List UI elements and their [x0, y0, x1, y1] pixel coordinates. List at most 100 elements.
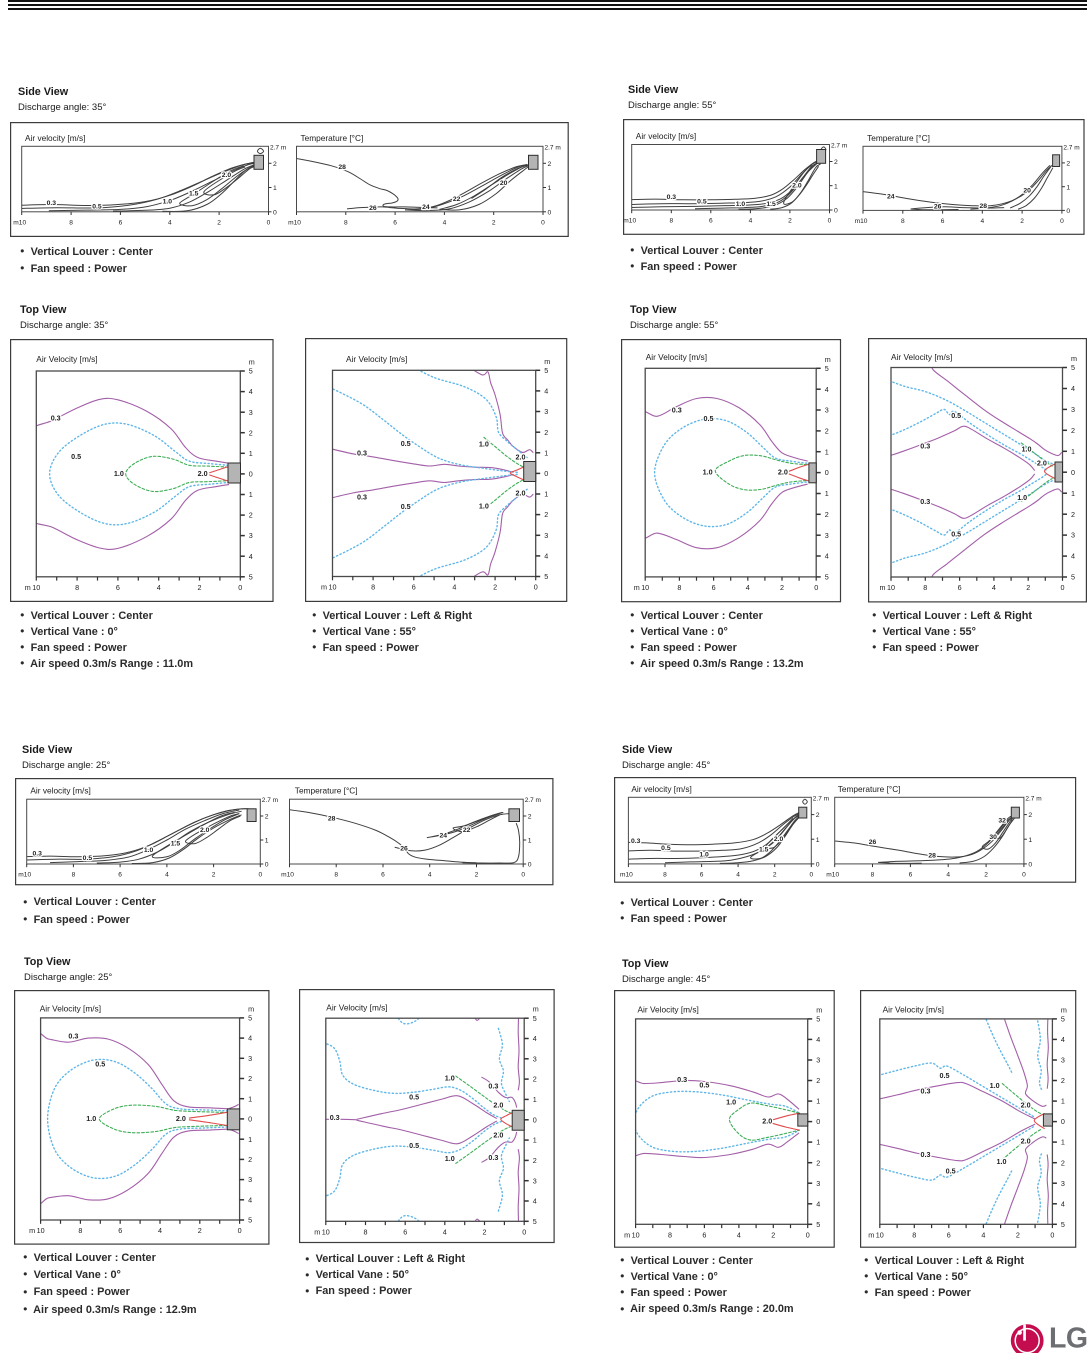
svg-text:1.0: 1.0	[736, 201, 746, 208]
svg-text:1.0: 1.0	[726, 1097, 736, 1106]
svg-text:4: 4	[1061, 1199, 1065, 1208]
svg-text:4: 4	[167, 219, 171, 226]
svg-text:2: 2	[1016, 1230, 1020, 1239]
svg-text:2: 2	[528, 813, 532, 820]
svg-text:4: 4	[980, 218, 984, 225]
svg-text:26: 26	[868, 839, 876, 846]
svg-text:4: 4	[249, 387, 253, 396]
svg-text:2: 2	[482, 1227, 486, 1236]
svg-text:5: 5	[1071, 573, 1075, 582]
svg-text:22: 22	[463, 827, 471, 834]
svg-text:32: 32	[998, 818, 1006, 825]
svg-text:2: 2	[532, 1074, 536, 1083]
svg-text:5: 5	[1071, 363, 1075, 372]
svg-text:8: 8	[371, 583, 375, 592]
svg-text:0.5: 0.5	[95, 1059, 105, 1068]
svg-text:5: 5	[544, 572, 548, 581]
svg-text:1.0: 1.0	[479, 502, 489, 511]
svg-text:1: 1	[825, 489, 829, 498]
svg-text:0.5: 0.5	[401, 502, 411, 511]
svg-text:2: 2	[1071, 510, 1075, 519]
svg-text:2: 2	[249, 511, 253, 520]
svg-text:0: 0	[805, 1230, 809, 1239]
svg-text:0.3: 0.3	[488, 1081, 498, 1090]
svg-text:4: 4	[165, 871, 169, 878]
svg-text:1: 1	[1061, 1137, 1065, 1146]
svg-text:2: 2	[1020, 218, 1024, 225]
svg-text:8: 8	[363, 1227, 367, 1236]
svg-text:2.7 m: 2.7 m	[270, 144, 286, 151]
svg-text:2: 2	[198, 583, 202, 592]
svg-text:8: 8	[334, 871, 338, 878]
svg-text:Temperature [°C]: Temperature [°C]	[867, 132, 930, 142]
svg-text:4: 4	[746, 583, 750, 592]
svg-text:0.3: 0.3	[921, 1086, 931, 1095]
svg-text:4: 4	[532, 1196, 536, 1205]
svg-text:2.7 m: 2.7 m	[544, 144, 560, 151]
svg-text:24: 24	[439, 832, 447, 839]
svg-text:10: 10	[641, 583, 649, 592]
svg-text:3: 3	[825, 406, 829, 415]
svg-text:1.0: 1.0	[444, 1154, 454, 1163]
svg-text:2: 2	[273, 161, 277, 168]
svg-text:2: 2	[1061, 1076, 1065, 1085]
svg-text:2: 2	[772, 872, 776, 879]
svg-text:2.0: 2.0	[176, 1114, 186, 1123]
svg-text:2.0: 2.0	[516, 452, 526, 461]
svg-text:Air Velocity [m/s]: Air Velocity [m/s]	[891, 352, 952, 362]
svg-text:1: 1	[1061, 1096, 1065, 1105]
svg-text:8: 8	[663, 872, 667, 879]
svg-text:22: 22	[452, 195, 460, 202]
svg-text:Air velocity [m/s]: Air velocity [m/s]	[25, 132, 85, 142]
svg-text:m10: m10	[281, 871, 294, 878]
svg-text:5: 5	[532, 1014, 536, 1023]
svg-text:0.5: 0.5	[704, 414, 714, 423]
svg-text:0.3: 0.3	[677, 1075, 687, 1084]
svg-text:1: 1	[248, 1134, 252, 1143]
svg-text:2.0: 2.0	[778, 468, 788, 477]
svg-text:0: 0	[265, 861, 269, 868]
svg-text:2: 2	[1071, 426, 1075, 435]
svg-text:4: 4	[442, 219, 446, 226]
svg-text:1.0: 1.0	[997, 1157, 1007, 1166]
svg-text:2.0: 2.0	[1021, 1100, 1031, 1109]
svg-text:1: 1	[1071, 489, 1075, 498]
svg-text:6: 6	[947, 1230, 951, 1239]
svg-text:0: 0	[522, 1227, 526, 1236]
svg-text:3: 3	[544, 531, 548, 540]
svg-text:0: 0	[534, 583, 538, 592]
svg-text:m: m	[25, 583, 31, 592]
svg-text:1.0: 1.0	[703, 468, 713, 477]
svg-text:m: m	[532, 1004, 538, 1013]
svg-text:0: 0	[1061, 583, 1065, 592]
svg-text:28: 28	[928, 853, 936, 860]
svg-text:0.3: 0.3	[357, 448, 367, 457]
svg-text:8: 8	[71, 871, 75, 878]
svg-text:4: 4	[442, 1227, 446, 1236]
svg-text:4: 4	[248, 1195, 252, 1204]
svg-text:1.0: 1.0	[1022, 445, 1032, 454]
svg-text:4: 4	[157, 583, 161, 592]
svg-text:0.5: 0.5	[409, 1141, 419, 1150]
svg-text:1.5: 1.5	[758, 847, 768, 854]
svg-text:Temperature [°C]: Temperature [°C]	[837, 784, 900, 794]
svg-text:4: 4	[825, 385, 829, 394]
svg-text:10: 10	[321, 1227, 329, 1236]
svg-text:0: 0	[248, 1114, 252, 1123]
svg-text:4: 4	[946, 872, 950, 879]
svg-text:1: 1	[547, 185, 551, 192]
svg-text:24: 24	[422, 204, 430, 211]
svg-text:4: 4	[532, 1034, 536, 1043]
svg-text:0: 0	[1071, 468, 1075, 477]
svg-text:3: 3	[1061, 1178, 1065, 1187]
svg-text:2: 2	[547, 161, 551, 168]
svg-text:10: 10	[32, 583, 40, 592]
svg-text:10: 10	[36, 1226, 44, 1235]
svg-text:0: 0	[544, 469, 548, 478]
svg-text:8: 8	[78, 1226, 82, 1235]
svg-text:0.3: 0.3	[630, 838, 640, 845]
svg-text:m10: m10	[826, 872, 839, 879]
svg-text:0: 0	[834, 207, 838, 214]
svg-text:m: m	[314, 1227, 320, 1236]
svg-text:5: 5	[816, 1219, 820, 1228]
